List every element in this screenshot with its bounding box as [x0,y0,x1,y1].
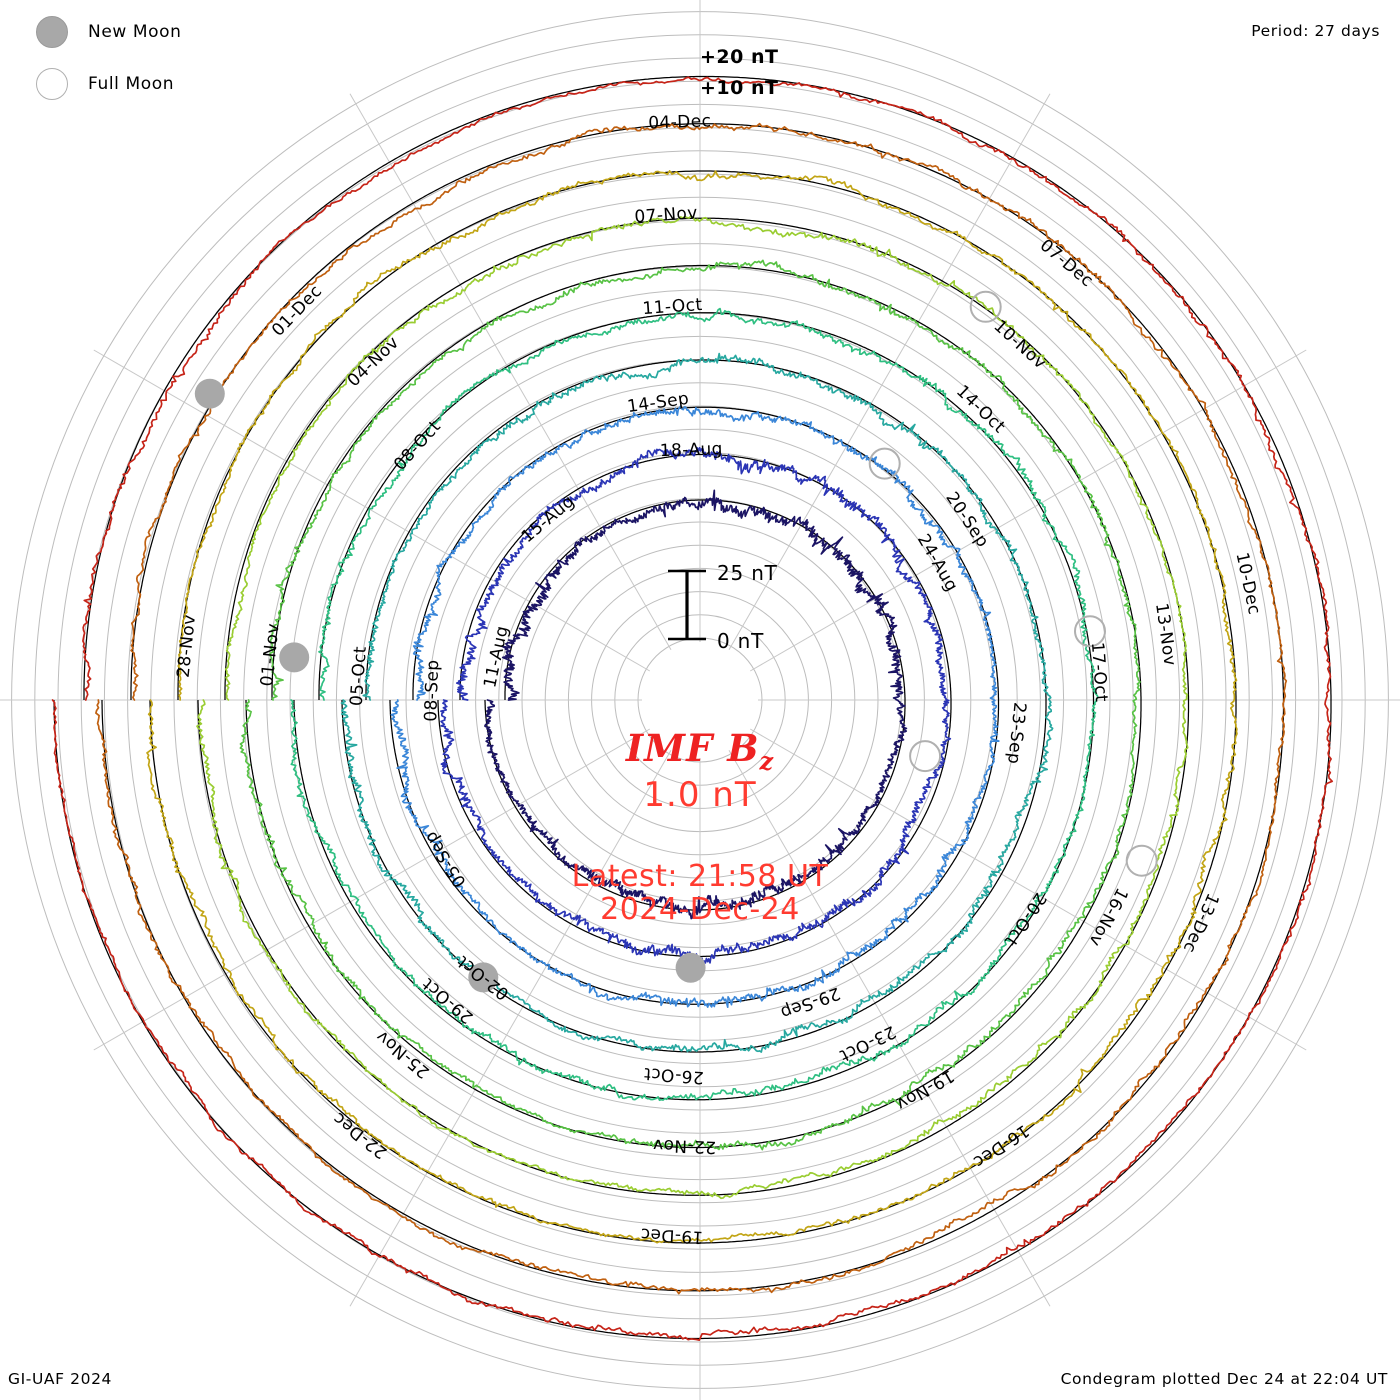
date-label: 29-Sep [777,983,842,1023]
legend-label-new-moon: New Moon [88,22,182,42]
date-label: 19-Nov [893,1065,958,1114]
full-moon-icon [36,68,68,100]
moon-legend: New Moon Full Moon [22,6,352,110]
date-label: 01-Dec [268,281,326,340]
date-label: 22-Nov [652,1135,716,1157]
date-label: 08-Sep [421,659,443,722]
date-label: 14-Sep [626,389,690,417]
date-label: 04-Nov [344,333,403,391]
date-label: 08-Oct [390,417,445,475]
date-label: 10-Nov [990,316,1050,373]
legend-item-new-moon: New Moon [22,6,352,58]
moon-markers [194,290,1158,993]
date-label: 07-Nov [634,203,699,227]
date-label: 04-Dec [648,111,712,133]
date-label: 07-Dec [1036,235,1097,291]
date-label: 24-Aug [913,531,962,596]
ring-label-10nt: +10 nT [700,77,779,99]
date-label: 13-Nov [1151,602,1180,668]
date-label: 16-Nov [1084,884,1131,949]
legend-item-full-moon: Full Moon [22,58,352,110]
date-label: 17-Oct [1087,641,1111,702]
date-label: 15-Aug [518,491,579,547]
plotted-timestamp: Condegram plotted Dec 24 at 22:04 UT [1060,1370,1388,1388]
date-label: 26-Oct [643,1063,704,1087]
date-label: 19-Dec [640,1224,704,1247]
arm-baselines [53,75,1332,1340]
date-label: 01-Nov [257,622,284,687]
date-label: 18-Aug [659,439,723,461]
date-label: 13-Dec [1179,890,1223,956]
date-label: 28-Nov [174,614,201,679]
scale-bar [668,569,706,641]
date-label: 29-Oct [419,973,478,1027]
date-label: 20-Oct [1000,889,1050,950]
credit-label: GI-UAF 2024 [8,1370,113,1388]
ring-label-20nt: +20 nT [700,46,779,68]
legend-label-full-moon: Full Moon [88,74,175,94]
date-label: 11-Oct [642,295,703,319]
date-label: 05-Oct [347,645,371,706]
date-label: 22-Dec [329,1108,391,1163]
period-label: Period: 27 days [1251,22,1380,40]
data-traces [51,76,1334,1342]
date-label: 23-Sep [1003,701,1029,765]
date-label: 02-Oct [453,951,513,1004]
new-moon-icon [36,16,68,48]
